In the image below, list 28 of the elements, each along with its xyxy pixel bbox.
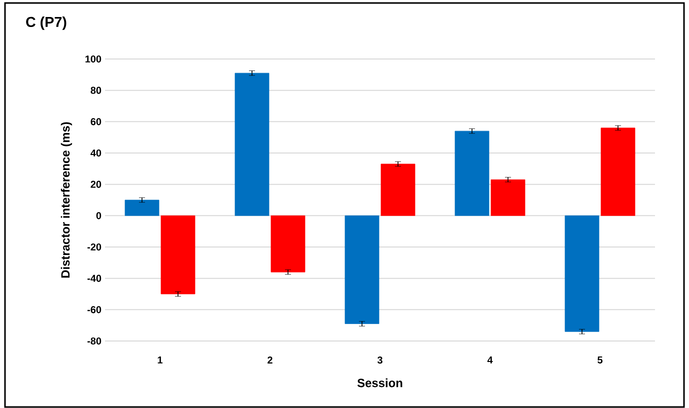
bar [490,179,526,216]
x-tick-label: 4 [487,356,493,364]
y-tick-label: -40 [87,274,102,282]
bar [160,215,196,294]
y-tick-label: 60 [90,118,102,126]
y-tick-label: 40 [90,149,102,157]
bar [124,200,160,216]
y-tick-label: -20 [87,243,102,251]
y-axis-title: Distractor interference (ms) [60,122,72,278]
y-tick-label: 20 [90,180,102,188]
bar [454,130,490,216]
y-tick-label: 100 [85,55,102,63]
x-tick-label: 1 [158,356,162,364]
y-tick-label: -60 [87,306,102,314]
bar [270,215,306,272]
bar [344,215,380,324]
x-axis-title: Session [357,378,402,388]
bar [234,72,270,216]
y-tick-label: 80 [90,86,102,94]
x-tick-label: 3 [377,356,382,364]
bar [600,128,636,216]
x-tick-label: 5 [598,356,602,364]
y-tick-label: -80 [87,337,102,345]
bar [380,164,416,216]
chart-title: C (P7) [26,16,66,30]
y-tick-label: 0 [96,212,102,220]
bar [564,215,600,332]
x-tick-label: 2 [268,356,272,364]
